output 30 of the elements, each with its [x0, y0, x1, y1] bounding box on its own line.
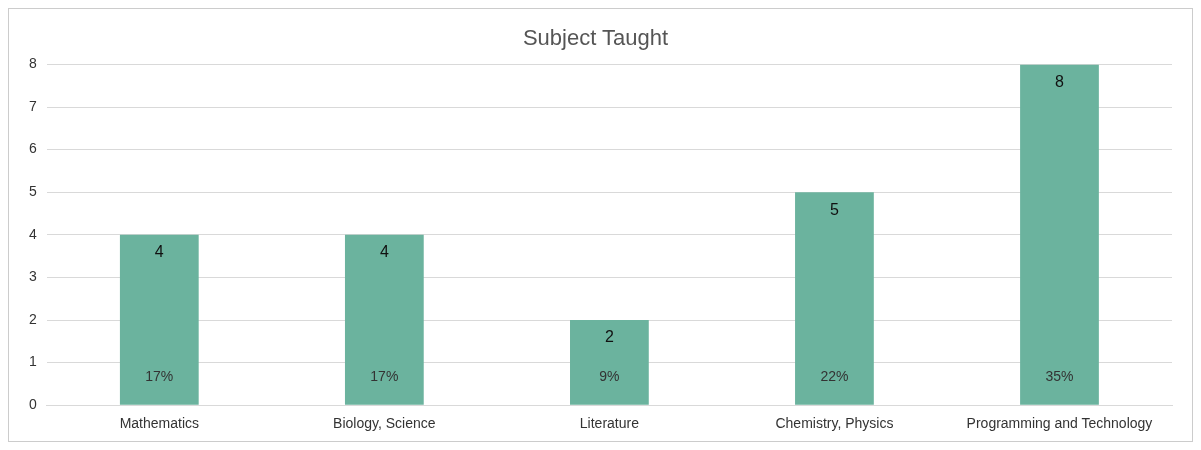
x-tick-label: Biology, Science	[333, 415, 436, 432]
data-label: 5	[829, 200, 839, 218]
bar	[795, 192, 874, 405]
bar	[119, 234, 199, 405]
annotation: 17%	[145, 368, 174, 385]
y-tick-label: 7	[28, 97, 37, 114]
data-label: 8	[1055, 72, 1065, 90]
bar	[344, 234, 424, 405]
y-tick-label: 2	[28, 310, 37, 327]
y-tick-label: 6	[28, 140, 37, 157]
data-label: 2	[604, 328, 614, 346]
x-tick-label: Mathematics	[119, 415, 199, 432]
y-tick-label: 8	[28, 55, 37, 72]
x-tick-label: Literature	[579, 415, 640, 432]
data-label: 4	[154, 243, 164, 261]
bar	[570, 320, 649, 405]
chart-title: Subject Taught	[522, 25, 669, 51]
y-tick-label: 1	[28, 353, 37, 370]
x-tick-label: Chemistry, Physics	[775, 415, 894, 432]
data-label: 4	[379, 243, 389, 261]
y-tick-label: 5	[28, 183, 37, 200]
y-tick-label: 0	[28, 396, 37, 413]
annotation: 22%	[820, 368, 849, 385]
bar	[1020, 64, 1099, 405]
x-tick-label: Programming and Technology	[966, 415, 1153, 432]
y-tick-label: 3	[28, 268, 37, 285]
annotation: 35%	[1045, 368, 1074, 385]
y-tick-label: 4	[28, 225, 37, 242]
annotation: 9%	[599, 368, 620, 385]
annotation: 17%	[370, 368, 399, 385]
